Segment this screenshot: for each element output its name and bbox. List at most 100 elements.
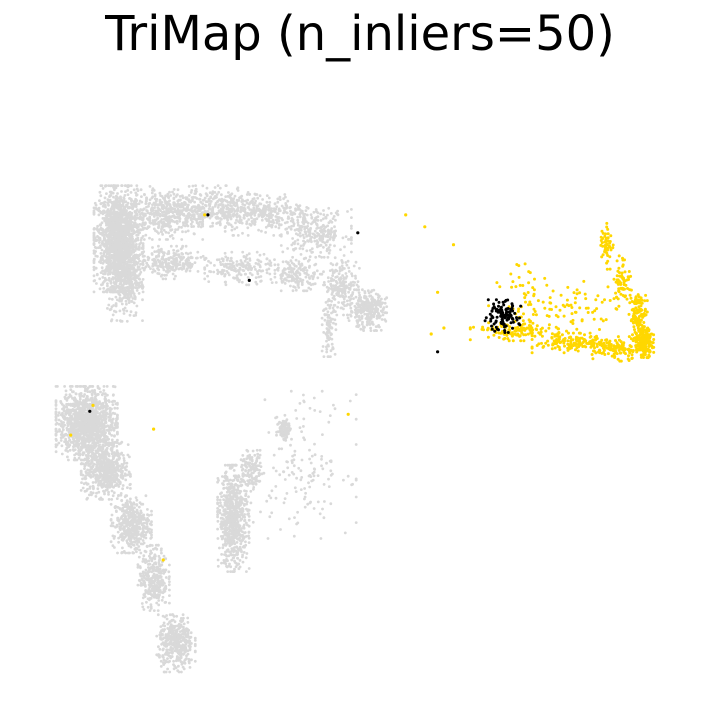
- gray-point: [358, 293, 361, 297]
- gray-point: [92, 265, 96, 269]
- gray-point: [142, 207, 146, 211]
- gray-point: [333, 244, 336, 248]
- gray-point: [246, 226, 250, 230]
- gray-point: [240, 527, 244, 530]
- gray-point: [152, 257, 156, 261]
- gray-point: [325, 348, 329, 351]
- gray-point: [114, 203, 118, 207]
- gray-point: [334, 322, 338, 326]
- gray-point: [153, 194, 157, 198]
- gray-point: [358, 266, 361, 270]
- gray-point: [306, 259, 310, 263]
- gray-point: [272, 221, 276, 225]
- gray-point: [224, 204, 228, 208]
- gray-point: [277, 266, 280, 270]
- gray-point: [102, 228, 105, 232]
- gray-point: [303, 266, 307, 269]
- gray-point: [287, 430, 290, 433]
- gray-point: [129, 202, 133, 206]
- gray-point: [230, 204, 233, 208]
- gray-point: [314, 255, 318, 259]
- gray-point: [122, 312, 126, 315]
- gray-point: [230, 250, 234, 254]
- gray-point: [322, 217, 325, 221]
- gray-point: [224, 562, 228, 566]
- gray-point: [116, 276, 120, 279]
- gray-point: [137, 225, 140, 229]
- gray-point: [340, 260, 344, 263]
- gray-point: [220, 217, 223, 221]
- gray-point: [150, 212, 154, 216]
- gray-point: [229, 478, 232, 482]
- gray-point: [340, 295, 344, 298]
- gray-point: [209, 225, 212, 228]
- gray-point: [133, 249, 136, 253]
- gray-point: [304, 230, 307, 234]
- gray-point: [350, 310, 354, 314]
- gray-point: [346, 259, 350, 263]
- gray-point: [92, 211, 96, 214]
- gray-point: [124, 247, 128, 251]
- gray-point: [149, 267, 152, 270]
- gray-point: [92, 259, 96, 263]
- gray-point: [132, 202, 136, 205]
- gray-point: [153, 213, 156, 217]
- gray-point: [327, 280, 330, 283]
- gray-point: [313, 235, 317, 239]
- gray-point: [119, 282, 123, 286]
- gray-point: [199, 207, 203, 211]
- gray-point: [229, 466, 233, 470]
- gray-point: [265, 257, 269, 261]
- gray-point: [170, 261, 174, 265]
- gray-point: [281, 250, 285, 254]
- gray-point: [240, 280, 244, 284]
- gray-point: [157, 250, 161, 254]
- gray-point: [234, 221, 237, 225]
- gray-point: [127, 271, 131, 274]
- gray-point: [195, 221, 199, 225]
- gray-point: [135, 283, 138, 287]
- scatter-points: [54, 184, 656, 674]
- gray-point: [217, 270, 220, 274]
- gray-point: [134, 280, 138, 284]
- gray-point: [245, 570, 248, 573]
- gray-point: [257, 228, 260, 232]
- gray-point: [356, 303, 360, 306]
- gray-point: [171, 190, 174, 194]
- gray-point: [103, 259, 107, 263]
- gray-point: [310, 216, 314, 219]
- gray-point: [251, 200, 255, 204]
- gray-point: [247, 518, 251, 522]
- gray-point: [208, 207, 212, 211]
- gray-point: [373, 308, 377, 312]
- gray-point: [244, 492, 248, 496]
- gray-point: [106, 235, 109, 239]
- gray-point: [176, 212, 179, 216]
- gray-point: [112, 195, 115, 199]
- gray-point: [222, 487, 226, 490]
- gray-point: [322, 255, 326, 259]
- gray-point: [235, 530, 239, 533]
- gray-point: [327, 229, 331, 233]
- gray-point: [96, 255, 99, 258]
- gray-point: [151, 187, 155, 191]
- gray-point: [305, 234, 309, 238]
- gray-point: [302, 257, 306, 261]
- gray-point: [247, 252, 251, 256]
- gray-point: [338, 278, 342, 282]
- gray-point: [249, 214, 253, 217]
- gray-point: [153, 206, 156, 210]
- gray-point: [154, 260, 158, 264]
- gray-point: [220, 561, 223, 565]
- gray-point: [124, 299, 128, 303]
- gray-point: [313, 271, 316, 275]
- gray-point: [111, 184, 115, 188]
- gray-point: [162, 253, 166, 257]
- gray-point: [343, 304, 346, 307]
- gray-point: [320, 316, 324, 320]
- gray-point: [273, 258, 276, 261]
- gray-point: [157, 253, 161, 257]
- gray-point: [319, 229, 322, 233]
- gray-point: [134, 205, 138, 209]
- gray-point: [369, 310, 372, 314]
